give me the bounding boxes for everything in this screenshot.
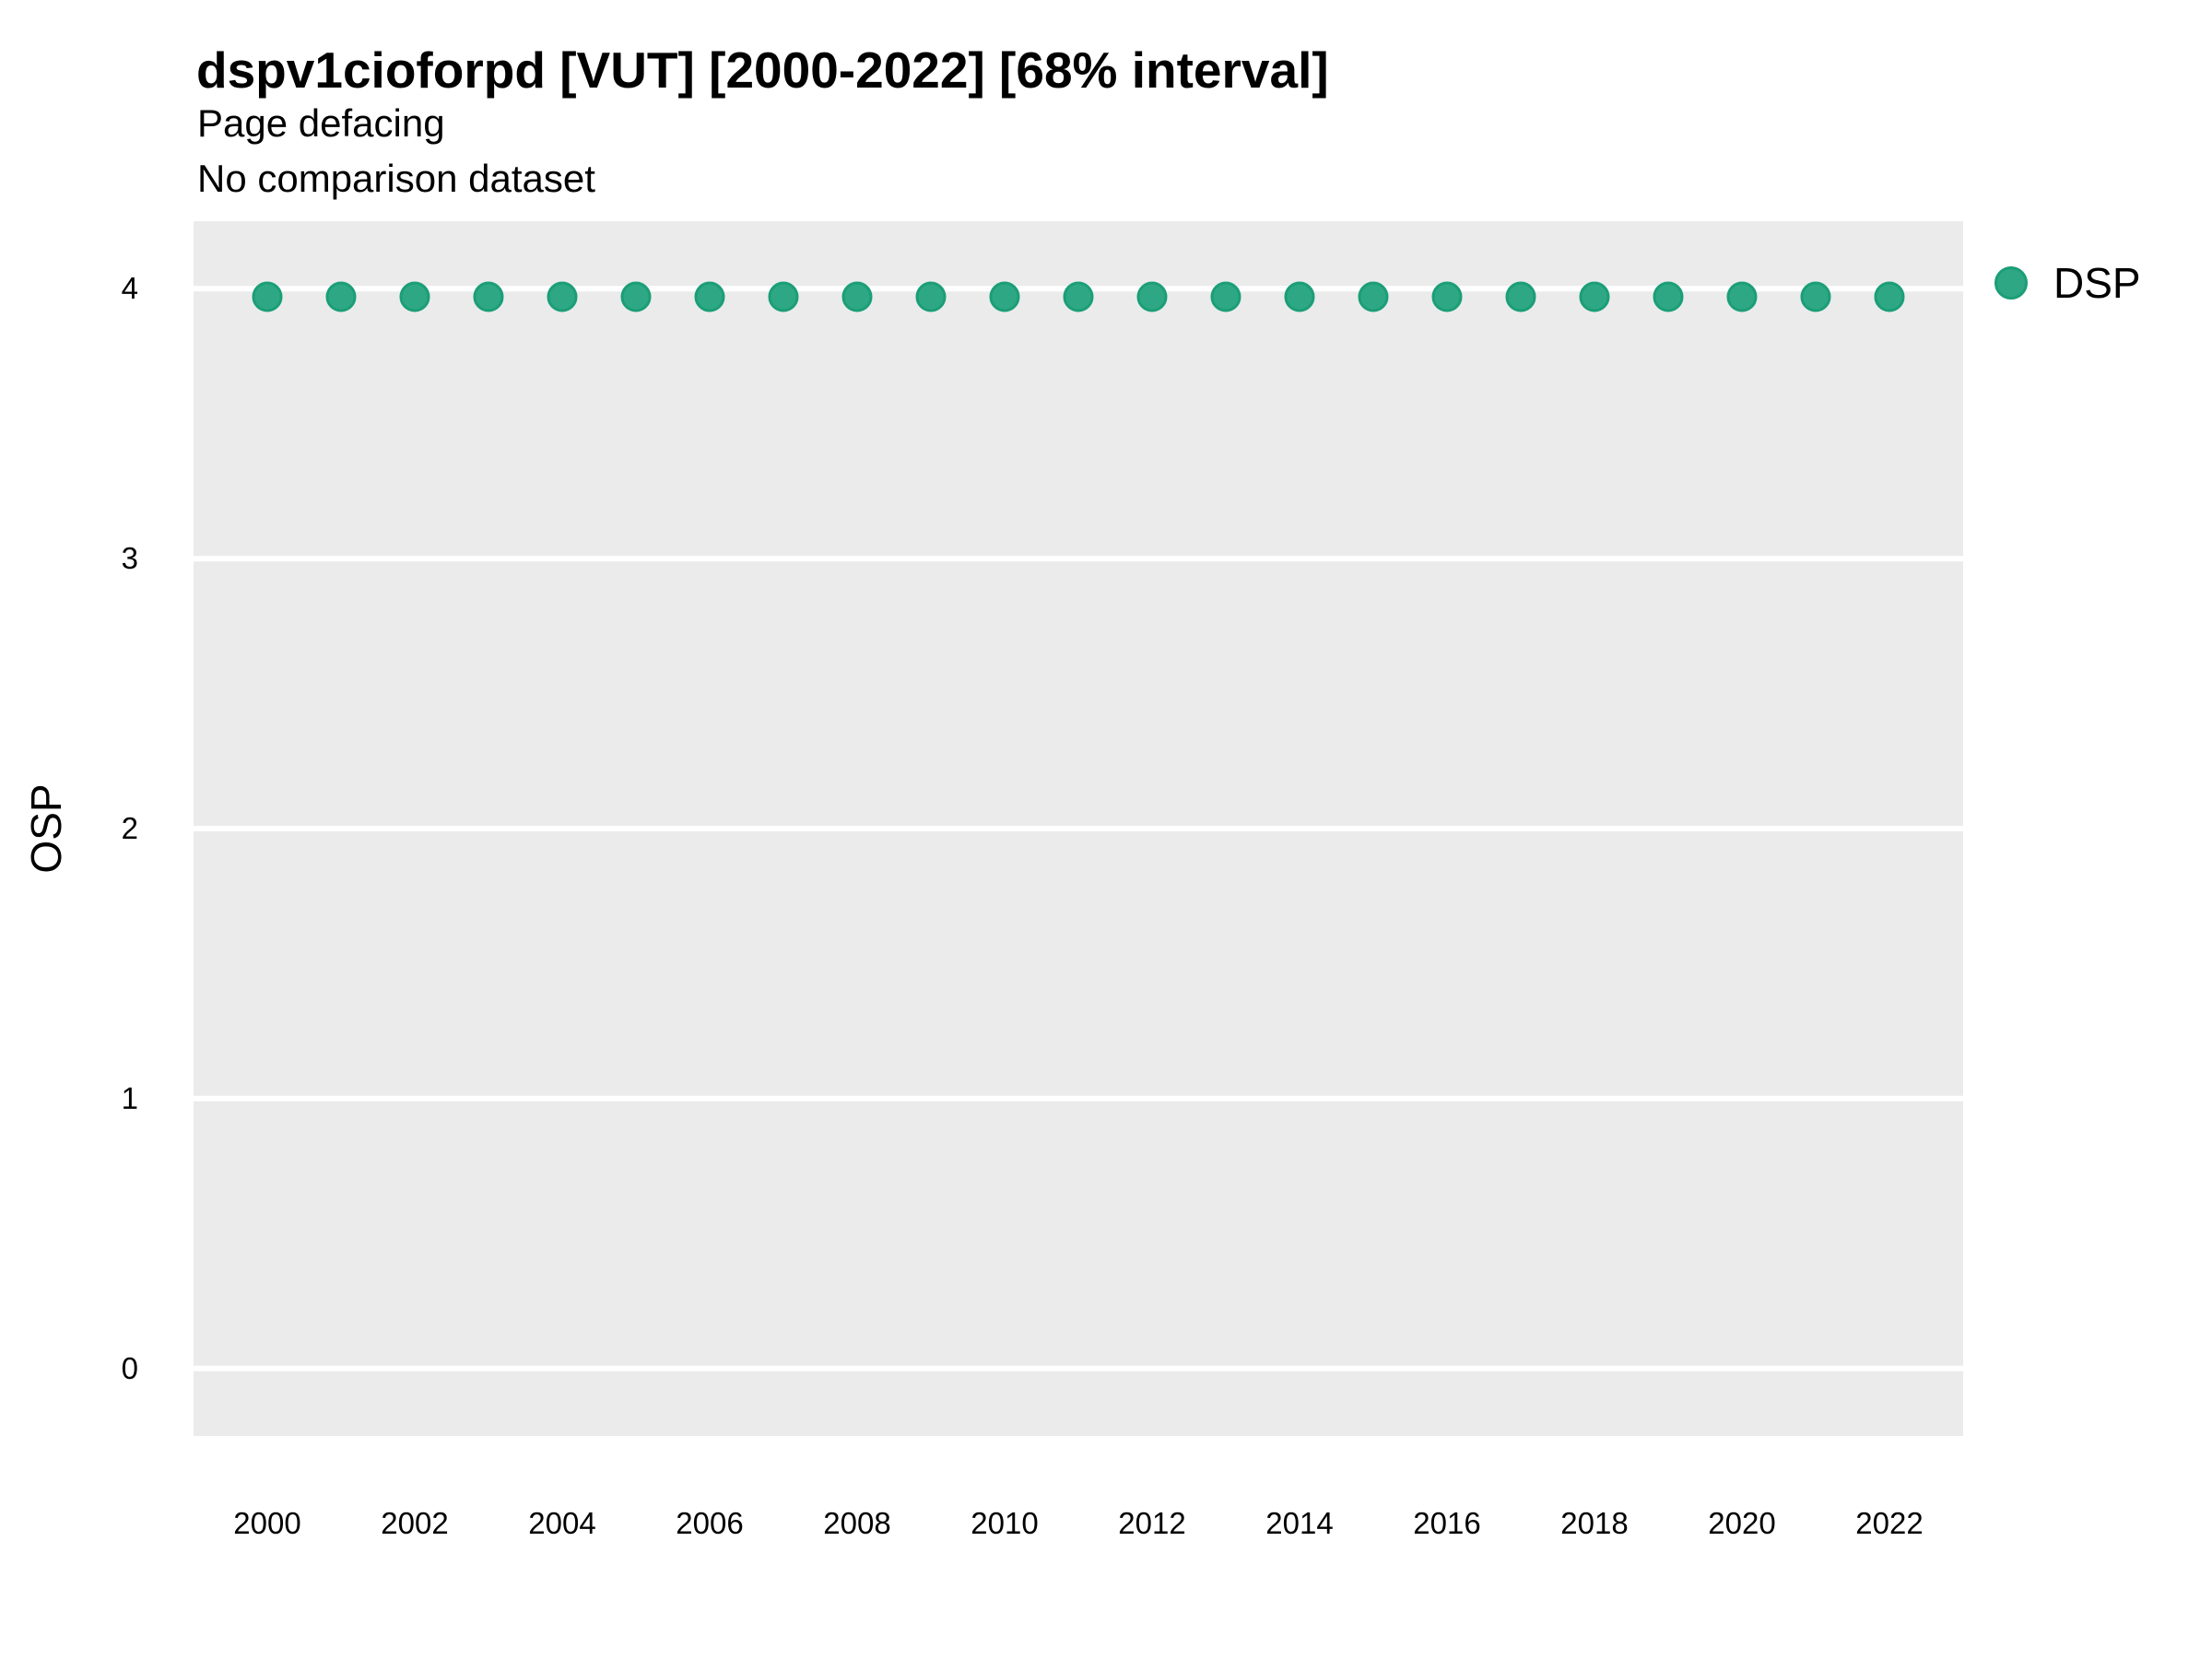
data-point-2002 [399, 281, 430, 312]
data-point-2003 [473, 281, 504, 312]
legend: DSP [1994, 262, 2141, 304]
x-tick-label-2008: 2008 [823, 1506, 891, 1540]
x-tick-label-2006: 2006 [676, 1506, 744, 1540]
data-point-2019 [1653, 281, 1684, 312]
plot-panel [194, 221, 1963, 1436]
data-point-2005 [620, 281, 652, 312]
x-tick-label-2004: 2004 [528, 1506, 596, 1540]
y-tick-label-3: 3 [121, 541, 138, 576]
data-point-2001 [325, 281, 357, 312]
data-point-2015 [1358, 281, 1389, 312]
legend-point-marker-icon [1994, 266, 2028, 300]
x-tick-label-2016: 2016 [1413, 1506, 1481, 1540]
x-tick-label-2018: 2018 [1560, 1506, 1629, 1540]
data-point-2012 [1136, 281, 1168, 312]
x-tick-label-2020: 2020 [1708, 1506, 1776, 1540]
data-point-2007 [768, 281, 799, 312]
data-point-2020 [1726, 281, 1758, 312]
scatter-plot-canvas [194, 281, 1963, 1371]
data-point-2016 [1431, 281, 1463, 312]
data-point-2022 [1874, 281, 1905, 312]
data-point-2021 [1800, 281, 1831, 312]
data-point-2009 [915, 281, 947, 312]
legend-entry-label: DSP [2053, 259, 2141, 307]
x-tick-label-2002: 2002 [381, 1506, 449, 1540]
data-point-2004 [547, 281, 578, 312]
x-tick-label-2022: 2022 [1855, 1506, 1924, 1540]
data-point-2010 [989, 281, 1020, 312]
x-tick-label-2000: 2000 [233, 1506, 301, 1540]
x-tick-label-2010: 2010 [971, 1506, 1039, 1540]
y-tick-label-4: 4 [121, 271, 138, 306]
x-tick-label-2012: 2012 [1118, 1506, 1186, 1540]
y-tick-label-1: 1 [121, 1080, 138, 1115]
chart-title: dspv1cioforpd [VUT] [2000-2022] [68% int… [196, 41, 1329, 99]
data-point-2008 [841, 281, 873, 312]
data-point-2013 [1210, 281, 1241, 312]
y-tick-label-0: 0 [121, 1350, 138, 1385]
x-tick-label-2014: 2014 [1265, 1506, 1334, 1540]
y-tick-label-2: 2 [121, 811, 138, 845]
chart-subtitle-line2: No comparison dataset [197, 157, 595, 200]
data-point-2011 [1063, 281, 1094, 312]
data-point-2018 [1579, 281, 1610, 312]
chart-subtitle-line1: Page defacing [197, 101, 445, 145]
data-point-2006 [694, 281, 725, 312]
data-point-2017 [1505, 281, 1536, 312]
data-point-2000 [252, 281, 283, 312]
data-point-2014 [1284, 281, 1315, 312]
